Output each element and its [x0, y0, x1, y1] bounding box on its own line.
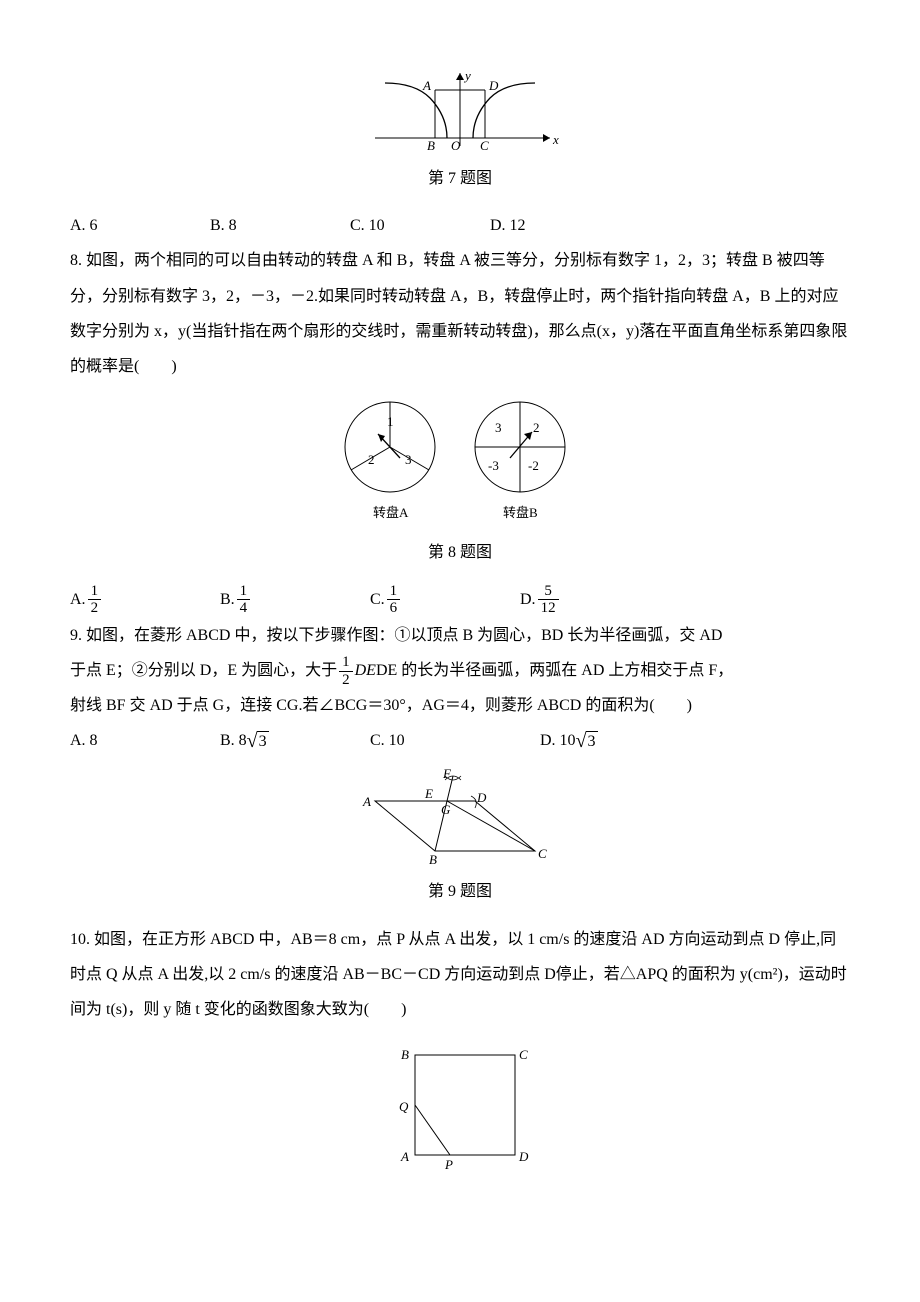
q9-line2: 于点 E；②分别以 D，E 为圆心，大于12DEDE 的长为半径画弧，两弧在 A… [70, 653, 850, 688]
q8-opt-c: C. 16 [370, 582, 520, 617]
svg-text:y: y [463, 68, 471, 83]
q7-opt-a: A. 6 [70, 208, 210, 243]
svg-text:D: D [488, 78, 499, 93]
q9-opt-b: B. 8√3 [220, 723, 370, 758]
q9-opt-a: A. 8 [70, 723, 220, 758]
svg-text:3: 3 [405, 452, 412, 467]
q8-opt-b: B. 14 [220, 582, 370, 617]
q8-opt-a: A. 12 [70, 582, 220, 617]
svg-text:C: C [538, 846, 547, 861]
svg-text:2: 2 [533, 420, 540, 435]
svg-text:-3: -3 [488, 458, 499, 473]
svg-text:C: C [480, 138, 489, 153]
svg-text:Q: Q [399, 1099, 409, 1114]
svg-text:B: B [427, 138, 435, 153]
svg-text:2: 2 [368, 452, 375, 467]
svg-text:D: D [476, 790, 487, 805]
svg-text:A: A [400, 1149, 409, 1164]
q9-opt-c: C. 10 [370, 723, 540, 758]
svg-text:转盘B: 转盘B [503, 505, 538, 520]
q8-opt-d: D. 512 [520, 582, 670, 617]
svg-text:A: A [362, 794, 371, 809]
svg-text:3: 3 [495, 420, 502, 435]
figure-8-caption: 第 8 题图 [70, 535, 850, 570]
svg-text:G: G [441, 802, 451, 817]
svg-text:P: P [444, 1157, 453, 1172]
q10-text: 10. 如图，在正方形 ABCD 中，AB＝8 cm，点 P 从点 A 出发，以… [70, 922, 850, 1028]
q9-opt-d: D. 10√3 [540, 723, 690, 758]
svg-text:F: F [442, 766, 452, 781]
q7-opt-d: D. 12 [490, 208, 630, 243]
q7-options: A. 6 B. 8 C. 10 D. 12 [70, 208, 850, 243]
svg-text:B: B [429, 852, 437, 866]
figure-7: A D B O C x y [70, 68, 850, 157]
svg-text:转盘A: 转盘A [373, 505, 409, 520]
figure-8: 1 2 3 转盘A 3 2 -3 -2 转盘B [70, 392, 850, 531]
svg-text:1: 1 [387, 414, 394, 429]
figure-7-caption: 第 7 题图 [70, 161, 850, 196]
figure-9-caption: 第 9 题图 [70, 874, 850, 909]
q9-options: A. 8 B. 8√3 C. 10 D. 10√3 [70, 723, 850, 758]
svg-text:C: C [519, 1047, 528, 1062]
svg-text:x: x [552, 132, 559, 147]
q9-line1: 9. 如图，在菱形 ABCD 中，按以下步骤作图：①以顶点 B 为圆心，BD 长… [70, 618, 850, 653]
svg-text:E: E [424, 786, 433, 801]
svg-text:B: B [401, 1047, 409, 1062]
q8-options: A. 12 B. 14 C. 16 D. 512 [70, 582, 850, 617]
q7-opt-b: B. 8 [210, 208, 350, 243]
q9-line3: 射线 BF 交 AD 于点 G，连接 CG.若∠BCG＝30°，AG＝4，则菱形… [70, 688, 850, 723]
figure-9: A E G D F B C [70, 766, 850, 870]
svg-text:A: A [422, 78, 431, 93]
svg-text:-2: -2 [528, 458, 539, 473]
figure-10: A B C D Q P [70, 1035, 850, 1179]
q7-opt-c: C. 10 [350, 208, 490, 243]
svg-text:O: O [451, 138, 461, 153]
q8-text: 8. 如图，两个相同的可以自由转动的转盘 A 和 B，转盘 A 被三等分，分别标… [70, 243, 850, 384]
svg-text:D: D [518, 1149, 529, 1164]
